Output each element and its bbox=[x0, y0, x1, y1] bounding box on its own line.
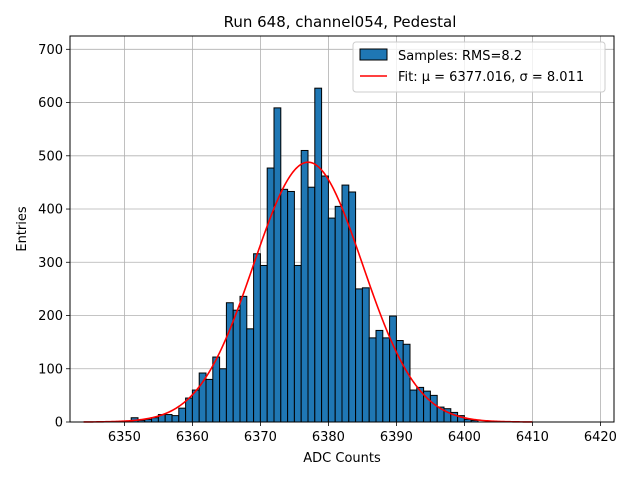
x-tick-label: 6410 bbox=[516, 430, 549, 445]
histogram-bar bbox=[225, 302, 234, 423]
histogram-bar bbox=[307, 186, 316, 423]
histogram-bar bbox=[239, 295, 248, 423]
histogram-bar bbox=[361, 287, 370, 423]
histogram-bar bbox=[314, 87, 323, 423]
x-tick-label: 6350 bbox=[108, 430, 141, 445]
legend-histogram-patch bbox=[359, 48, 388, 61]
histogram-bar bbox=[327, 217, 336, 423]
y-tick-label: 700 bbox=[38, 43, 63, 58]
fit-curve bbox=[83, 161, 533, 423]
histogram-bar bbox=[287, 190, 295, 423]
x-tick-label: 6420 bbox=[584, 430, 617, 445]
histogram-bar bbox=[185, 397, 193, 423]
plot-frame bbox=[69, 35, 615, 423]
histogram-bar bbox=[382, 337, 391, 423]
histogram-bar bbox=[334, 205, 343, 423]
histogram-bar bbox=[300, 149, 309, 423]
y-tick-label: 300 bbox=[38, 256, 63, 271]
y-tick-label: 0 bbox=[55, 416, 63, 431]
histogram-bar bbox=[198, 372, 207, 423]
histogram-bar bbox=[178, 407, 187, 423]
y-tick-label: 600 bbox=[38, 96, 63, 111]
legend: Samples: RMS=8.2 Fit: μ = 6377.016, σ = … bbox=[352, 41, 606, 93]
histogram-bar bbox=[164, 414, 173, 423]
x-tick-label: 6360 bbox=[176, 430, 209, 445]
histogram-bar bbox=[246, 328, 255, 423]
histogram-bar bbox=[409, 389, 418, 423]
y-tick-label: 400 bbox=[38, 203, 63, 218]
fit-curve-group bbox=[83, 161, 533, 423]
chart-title: Run 648, channel054, Pedestal bbox=[224, 13, 457, 31]
histogram-bar bbox=[280, 188, 289, 423]
histogram-bars bbox=[130, 87, 479, 423]
y-tick-label: 200 bbox=[38, 309, 63, 324]
histogram-bar bbox=[205, 378, 214, 423]
histogram-bar bbox=[293, 264, 302, 423]
histogram-bar bbox=[171, 415, 180, 423]
legend-label-samples: Samples: RMS=8.2 bbox=[398, 49, 522, 64]
histogram-bar bbox=[368, 337, 377, 423]
histogram-bar bbox=[219, 368, 227, 423]
histogram-bar bbox=[232, 309, 241, 423]
histogram-bar bbox=[355, 288, 363, 423]
histogram-bar bbox=[259, 264, 268, 423]
histogram-bar bbox=[266, 167, 275, 423]
histogram-bar bbox=[375, 329, 384, 423]
histogram-bar bbox=[429, 394, 438, 423]
y-tick-label: 500 bbox=[38, 149, 63, 164]
y-tick-label: 100 bbox=[38, 362, 63, 377]
x-tick-label: 6400 bbox=[448, 430, 481, 445]
histogram-bar bbox=[321, 175, 329, 423]
legend-label-fit: Fit: μ = 6377.016, σ = 8.011 bbox=[398, 70, 584, 85]
legend-box bbox=[352, 41, 606, 93]
x-axis-label: ADC Counts bbox=[303, 451, 381, 466]
x-axis: 6350 6360 6370 6380 6390 6400 6410 6420 bbox=[108, 422, 617, 445]
histogram-bar bbox=[389, 315, 397, 423]
histogram-bar bbox=[253, 253, 261, 423]
y-axis: 0 100 200 300 400 500 600 700 bbox=[38, 43, 70, 431]
histogram-bar bbox=[212, 356, 221, 423]
histogram-bar bbox=[402, 343, 411, 423]
x-tick-label: 6370 bbox=[244, 430, 277, 445]
y-axis-label: Entries bbox=[15, 206, 30, 252]
x-tick-label: 6390 bbox=[380, 430, 413, 445]
histogram-bar bbox=[273, 107, 282, 423]
x-tick-label: 6380 bbox=[312, 430, 345, 445]
